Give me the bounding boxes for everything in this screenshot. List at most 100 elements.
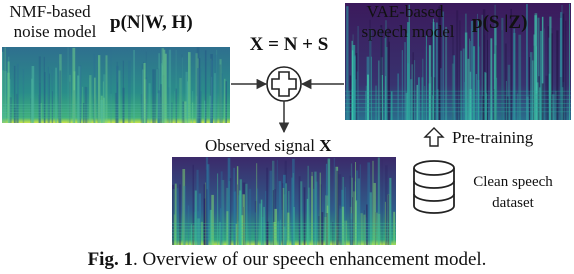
spectrogram-texture [369,19,371,120]
spectrogram-texture [467,58,470,120]
spectrogram-texture [325,195,326,245]
spectrogram-texture [541,83,544,120]
spectrogram-texture [437,89,439,120]
spectrogram-texture [442,11,444,120]
spectrogram-texture [102,97,105,123]
spectrogram-texture [451,63,455,120]
spectrogram-texture [73,90,75,123]
spectrogram-texture [501,30,503,121]
spectrogram-texture [487,39,488,120]
spectrogram-texture [30,98,32,123]
spectrogram-texture [78,66,81,123]
observed-symbol: X [319,136,332,155]
spectrogram-texture [103,74,106,123]
spectrogram-texture [341,206,345,245]
spectrogram-texture [385,76,387,120]
spectrogram-texture [200,221,204,245]
spectrogram-texture [319,184,322,245]
spectrogram-texture [348,90,350,120]
spectrogram-texture [199,68,202,123]
spectrogram-texture [272,190,274,245]
spectrogram-texture [114,92,117,123]
spectrogram-texture [241,215,244,245]
spectrogram-texture [285,183,287,245]
spectrogram-texture [464,81,466,120]
spectrogram-texture [47,66,49,123]
spectrogram-texture [117,82,118,123]
spectrogram-texture [2,112,230,113]
spectrogram-texture [245,183,248,245]
spectrogram-texture [556,30,559,120]
spectrogram-texture [440,68,442,120]
spectrogram-texture [276,160,278,245]
noise-formula: p(N|W, H) [110,12,193,33]
spectrogram-texture [377,157,380,245]
spectrogram-texture [110,47,112,123]
spectrogram-texture [477,13,478,120]
spectrogram-texture [545,75,548,120]
spectrogram-texture [318,216,321,245]
spectrogram-texture [183,185,186,245]
spectrogram-texture [549,84,551,120]
spectrogram-texture [2,114,230,116]
spectrogram-texture [43,56,45,123]
spectrogram-texture [345,111,571,113]
spectrogram-texture [236,166,239,245]
spectrogram-texture [82,86,84,123]
spectrogram-texture [338,174,342,245]
spectrogram-texture [369,28,372,120]
spectrogram-texture [258,203,262,245]
spectrogram-texture [336,170,339,245]
spectrogram-texture [145,77,148,123]
spectrogram-texture [416,84,418,120]
speech-label: VAE-based [366,2,444,21]
spectrogram-texture [179,184,181,245]
spectrogram-texture [199,91,202,123]
spectrogram-texture [256,188,259,245]
spectrogram-texture [537,17,540,121]
spectrogram-texture [110,94,112,123]
spectrogram-texture [432,18,434,121]
spectrogram-texture [356,71,359,120]
spectrogram-texture [292,172,294,245]
spectrogram-texture [141,63,143,123]
spectrogram-texture [254,212,257,245]
spectrogram-texture [233,167,236,245]
spectrogram-texture [321,212,324,245]
spectrogram-texture [351,40,353,120]
spectrogram-texture [31,66,35,123]
spectrogram-texture [207,164,210,245]
spectrogram-texture [52,91,53,123]
spectrogram-texture [128,60,131,123]
spectrogram-texture [4,47,6,123]
spectrogram-texture [265,191,267,245]
spectrogram-texture [235,224,239,245]
spectrogram-texture [15,93,19,123]
spectrogram-texture [224,78,226,123]
spectrogram-texture [10,99,12,123]
spectrogram-texture [544,28,545,120]
spectrogram-texture [387,221,388,245]
spectrogram-texture [2,106,230,108]
spectrogram-texture [324,217,327,245]
spectrogram-texture [282,188,285,245]
spectrogram-texture [226,211,229,245]
spectrogram-texture [194,190,197,245]
observed-text: Observed signal [205,136,315,155]
spectrogram-texture [482,96,484,120]
spectrogram-texture [422,58,424,120]
spectrogram-texture [73,71,76,123]
spectrogram-texture [220,208,222,245]
spectrogram-texture [225,81,227,123]
spectrogram-texture [2,107,5,123]
spectrogram-texture [219,222,221,245]
spectrogram-texture [193,212,197,245]
spectrogram-texture [105,55,108,123]
spectrogram-texture [287,212,290,245]
spectrogram-texture [174,91,175,123]
spectrogram-texture [313,188,315,245]
spectrogram-texture [283,174,286,245]
spectrogram-texture [482,9,486,120]
spectrogram-texture [243,207,244,245]
spectrogram-texture [58,63,61,123]
